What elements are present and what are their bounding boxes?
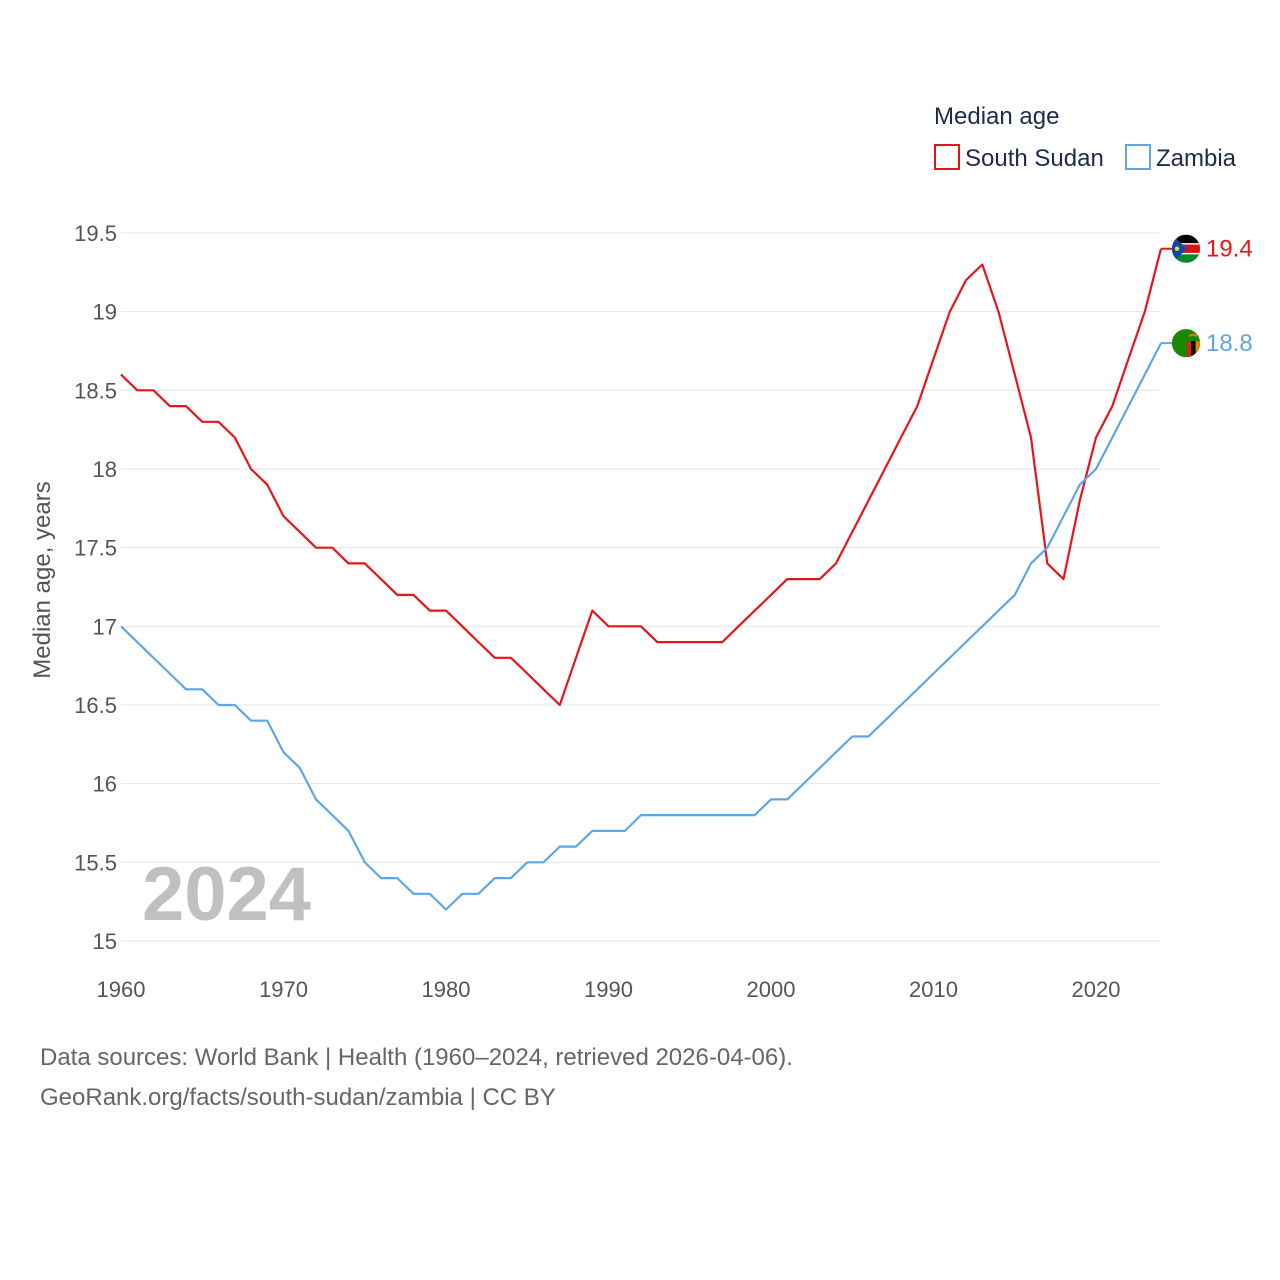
y-tick-label: 15 [93,929,117,954]
x-tick-label: 2000 [747,977,796,1002]
x-tick-label: 1980 [422,977,471,1002]
y-tick-label: 16 [93,772,117,797]
y-axis-title: Median age, years [29,481,56,678]
legend: Median age South Sudan Zambia [934,103,1237,172]
current-year-watermark: 2024 [142,852,311,937]
footer-attribution[interactable]: GeoRank.org/facts/south-sudan/zambia | C… [40,1084,556,1111]
legend-title: Median age [934,103,1059,130]
x-tick-label: 1970 [259,977,308,1002]
y-tick-label: 18 [93,457,117,482]
y-tick-label: 19.5 [74,221,117,246]
y-tick-label: 19 [93,300,117,325]
series-lines [120,248,1163,911]
x-tick-label: 1960 [97,977,146,1002]
median-age-chart: Median age South Sudan Zambia Median age… [29,103,1253,1002]
south-sudan-flag-icon [1171,234,1201,264]
x-tick-label: 2010 [909,977,958,1002]
x-axis-ticks: 1960 1970 1980 1990 2000 2010 2020 [97,977,1121,1002]
legend-label-south-sudan[interactable]: South Sudan [965,145,1104,172]
end-markers: 19.4 18.8 [1161,234,1253,358]
end-value-label-south-sudan: 19.4 [1206,236,1253,263]
footer-sources: Data sources: World Bank | Health (1960–… [40,1044,793,1071]
y-tick-label: 18.5 [74,378,117,403]
zambia-flag-icon [1171,328,1201,358]
y-tick-label: 16.5 [74,693,117,718]
y-tick-label: 15.5 [74,850,117,875]
legend-swatch-south-sudan[interactable] [934,144,960,170]
x-tick-label: 2020 [1072,977,1121,1002]
y-tick-label: 17 [93,614,117,639]
x-tick-label: 1990 [584,977,633,1002]
legend-swatch-zambia[interactable] [1125,144,1151,170]
series-line-south-sudan[interactable] [120,248,1163,707]
legend-label-zambia[interactable]: Zambia [1156,145,1237,172]
end-value-label-zambia: 18.8 [1206,330,1253,357]
series-line-zambia[interactable] [120,342,1162,911]
y-axis-ticks: 15 15.5 16 16.5 17 17.5 18 18.5 19 19.5 [74,221,117,954]
y-tick-label: 17.5 [74,536,117,561]
